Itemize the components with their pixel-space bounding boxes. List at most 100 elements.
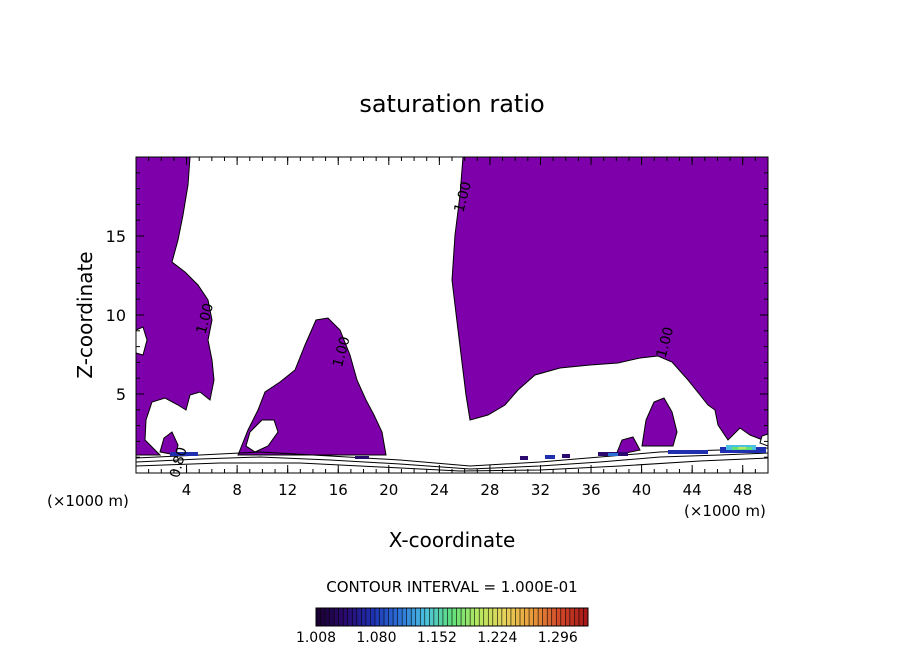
colorbar-cell bbox=[583, 608, 588, 626]
colorbar-cell bbox=[356, 608, 362, 626]
colorbar-cell bbox=[320, 608, 326, 626]
y-tick-label: 15 bbox=[106, 227, 126, 246]
colorbar-cell bbox=[574, 608, 579, 626]
x-tick-label: 4 bbox=[182, 481, 192, 499]
colorbar-cell bbox=[424, 608, 430, 626]
region-small-2 bbox=[615, 436, 641, 456]
y-axis: 5 10 15 bbox=[106, 172, 768, 458]
contour-label: 1.00 bbox=[452, 180, 476, 214]
x-unit-right: (×1000 m) bbox=[684, 502, 766, 520]
x-tick-label: 20 bbox=[379, 481, 398, 499]
colorbar-cell bbox=[524, 608, 530, 626]
colorbar-cell bbox=[578, 608, 584, 626]
colorbar-cell bbox=[415, 608, 421, 626]
x-tick-label: 44 bbox=[683, 481, 702, 499]
colorbar-cell bbox=[488, 608, 493, 626]
colorbar-cell bbox=[560, 608, 566, 626]
colorbar-cell bbox=[492, 608, 498, 626]
colorbar-cell bbox=[379, 608, 384, 626]
x-tick-label: 28 bbox=[480, 481, 499, 499]
surface-speckles bbox=[170, 445, 766, 460]
colorbar-cell bbox=[334, 608, 339, 626]
colorbar-cell bbox=[461, 608, 466, 626]
chart-title: saturation ratio bbox=[359, 90, 544, 118]
x-tick-label: 8 bbox=[232, 481, 242, 499]
colorbar-cell bbox=[538, 608, 543, 626]
colorbar-cell bbox=[551, 608, 557, 626]
colorbar-cell bbox=[325, 608, 330, 626]
colorbar-cell bbox=[388, 608, 394, 626]
colorbar-cell bbox=[329, 608, 335, 626]
colorbar-cell bbox=[343, 608, 348, 626]
region-middle bbox=[237, 317, 387, 456]
colorbar-cell bbox=[384, 608, 389, 626]
colorbar-cell bbox=[515, 608, 520, 626]
x-tick-label: 24 bbox=[430, 481, 449, 499]
colorbar-cell bbox=[474, 608, 480, 626]
colorbar-cell bbox=[456, 608, 462, 626]
colorbar-cell bbox=[429, 608, 434, 626]
colorbar-cell bbox=[479, 608, 484, 626]
colorbar-cell bbox=[542, 608, 548, 626]
colorbar-cell bbox=[529, 608, 534, 626]
colorbar-cell bbox=[506, 608, 511, 626]
colorbar-cell bbox=[370, 608, 375, 626]
y-tick-label: 5 bbox=[116, 385, 126, 404]
colorbar-cell bbox=[402, 608, 407, 626]
colorbar-cell bbox=[520, 608, 525, 626]
colorbar-cell bbox=[447, 608, 452, 626]
colorbar-cell bbox=[442, 608, 448, 626]
x-tick-label: 32 bbox=[531, 481, 550, 499]
colorbar-frame bbox=[315, 607, 589, 627]
colorbar-cell bbox=[338, 608, 344, 626]
x-tick-label: 48 bbox=[733, 481, 752, 499]
x-tick-label: 36 bbox=[581, 481, 600, 499]
contour-label: 1.00 bbox=[194, 302, 218, 336]
y-tick-label: 10 bbox=[106, 306, 126, 325]
x-tick-label: 16 bbox=[329, 481, 348, 499]
filled-regions bbox=[135, 156, 769, 456]
colorbar-tick-label: 1.008 bbox=[296, 630, 336, 646]
colorbar: 1.008 1.080 1.152 1.224 1.296 bbox=[296, 607, 589, 646]
colorbar-cell bbox=[347, 608, 353, 626]
colorbar-cell bbox=[365, 608, 371, 626]
colorbar-cell bbox=[510, 608, 516, 626]
colorbar-cell bbox=[497, 608, 502, 626]
contour-label: 1.00 bbox=[654, 325, 678, 359]
colorbar-tick-label: 1.080 bbox=[356, 630, 396, 646]
region-small-1 bbox=[641, 397, 678, 447]
colorbar-cell bbox=[556, 608, 561, 626]
colorbar-cell bbox=[316, 608, 321, 626]
contour-interval: CONTOUR INTERVAL = 1.000E-01 bbox=[326, 578, 577, 596]
y-axis-label: Z-coordinate bbox=[73, 251, 97, 378]
x-tick-label: 12 bbox=[278, 481, 297, 499]
colorbar-tick-label: 1.224 bbox=[477, 630, 517, 646]
colorbar-cell bbox=[452, 608, 457, 626]
colorbar-cell bbox=[411, 608, 416, 626]
colorbar-cell bbox=[483, 608, 489, 626]
x-tick-label: 40 bbox=[632, 481, 651, 499]
colorbar-cell bbox=[465, 608, 471, 626]
colorbar-tick-label: 1.152 bbox=[417, 630, 457, 646]
colorbar-cell bbox=[547, 608, 552, 626]
colorbar-cell bbox=[397, 608, 403, 626]
region-right bbox=[451, 156, 769, 443]
colorbar-cell bbox=[374, 608, 380, 626]
contour-labels: 1.00 1.00 1.00 1.00 0.80 bbox=[167, 180, 677, 480]
colorbar-cell bbox=[393, 608, 398, 626]
clear-holes bbox=[135, 326, 769, 453]
hole-middle bbox=[245, 419, 279, 453]
colorbar-tick-label: 1.296 bbox=[538, 630, 578, 646]
colorbar-cell bbox=[565, 608, 570, 626]
colorbar-cell bbox=[433, 608, 439, 626]
colorbar-cell bbox=[361, 608, 366, 626]
region-left bbox=[135, 156, 215, 456]
contour-label: 0.80 bbox=[167, 445, 191, 479]
colorbar-cell bbox=[406, 608, 412, 626]
colorbar-cell bbox=[501, 608, 507, 626]
colorbar-cell bbox=[470, 608, 475, 626]
x-axis: 4 8 12 16 20 24 28 32 36 40 44 48 bbox=[148, 157, 756, 499]
colorbar-cell bbox=[420, 608, 425, 626]
colorbar-cell bbox=[438, 608, 443, 626]
